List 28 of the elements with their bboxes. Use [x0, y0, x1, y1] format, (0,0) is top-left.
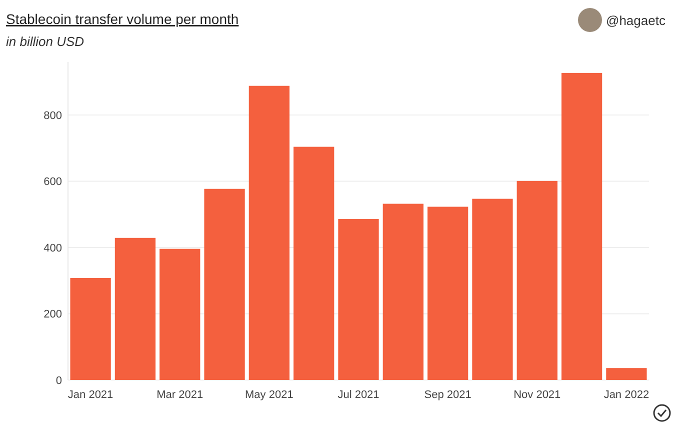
x-tick-label: Mar 2021	[156, 389, 204, 401]
bar	[427, 206, 468, 380]
bar	[70, 278, 111, 380]
chart-title: Stablecoin transfer volume per month	[6, 11, 239, 27]
x-tick-label: May 2021	[245, 389, 294, 401]
bar	[114, 238, 156, 380]
y-tick-label: 600	[44, 176, 62, 188]
x-tick-label: Jan 2021	[68, 389, 114, 401]
chart-subtitle: in billion USD	[6, 34, 84, 49]
bar	[606, 368, 647, 380]
bar	[248, 86, 290, 380]
bar	[561, 72, 602, 380]
bar	[294, 146, 334, 380]
x-tick-label: Jan 2022	[604, 389, 650, 401]
x-tick-label: Sep 2021	[424, 389, 472, 401]
y-tick-label: 0	[56, 374, 62, 387]
bar	[204, 188, 245, 380]
bar	[160, 248, 200, 380]
text: @hagaetc	[606, 13, 666, 28]
y-tick-label: 400	[44, 242, 62, 254]
bar	[516, 180, 558, 380]
bar	[338, 219, 379, 380]
bar	[382, 204, 424, 380]
y-tick-label: 200	[44, 308, 62, 321]
x-tick-label: Jul 2021	[338, 389, 380, 401]
x-tick-label: Nov 2021	[514, 389, 561, 401]
y-tick-label: 800	[44, 110, 62, 122]
bar	[472, 198, 513, 380]
